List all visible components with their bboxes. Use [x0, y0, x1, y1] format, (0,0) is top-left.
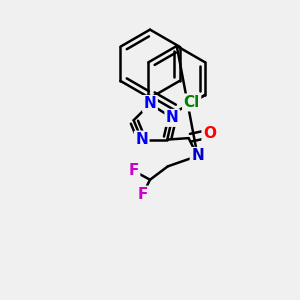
Text: N: N	[135, 132, 148, 147]
Text: Cl: Cl	[184, 95, 200, 110]
Text: O: O	[203, 126, 216, 141]
Text: N: N	[166, 110, 179, 125]
Text: N: N	[144, 96, 156, 111]
Text: N: N	[191, 148, 204, 164]
Text: F: F	[137, 187, 148, 202]
Text: F: F	[128, 163, 139, 178]
